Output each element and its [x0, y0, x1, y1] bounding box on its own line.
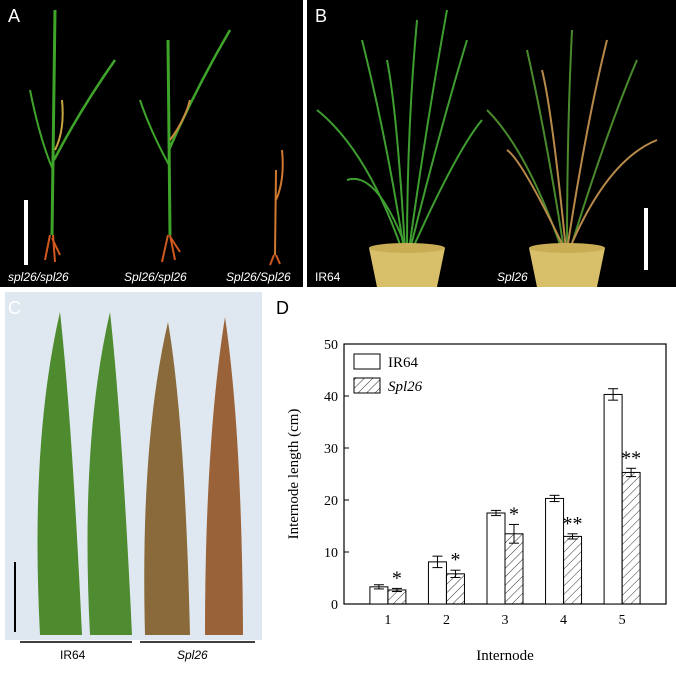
genotype-label-2: Spl26/spl26	[124, 270, 187, 284]
y-axis-title: Internode length (cm)	[286, 409, 302, 540]
bar-ir64	[545, 497, 565, 605]
ir64-label-b: IR64	[315, 270, 341, 284]
bar-spl26	[621, 471, 641, 605]
y-tick-label: 30	[324, 442, 338, 457]
genotype-label-3: Spl26/Spl26	[226, 270, 291, 284]
x-tick-label: 3	[502, 613, 509, 628]
legend-swatch	[353, 377, 381, 394]
panel-c-letter: C	[8, 298, 21, 318]
y-tick-label: 20	[324, 494, 338, 509]
potted-plants-illustration	[316, 9, 658, 287]
spl26-label-b: Spl26	[497, 270, 528, 284]
bar-spl26	[563, 535, 583, 605]
spl26-label-c: Spl26	[177, 648, 208, 662]
bar-spl26	[387, 589, 407, 605]
panel-d-chart: D 0 10 20 30 40 50 1 2 3 4 5 * * * ** ** IR64 Spl26 Intern…	[272, 292, 676, 670]
y-tick-label: 40	[324, 390, 338, 405]
ir64-label-c: IR64	[60, 648, 86, 662]
x-tick-label: 1	[384, 613, 391, 628]
x-axis-title: Internode	[476, 648, 534, 664]
x-tick-label: 4	[560, 613, 567, 628]
panel-c-photo: C IR64 Spl26	[0, 292, 270, 670]
y-tick-label: 0	[331, 598, 338, 613]
significance-marker: *	[392, 567, 402, 589]
panel-d-letter: D	[276, 298, 289, 318]
leaves-illustration	[5, 292, 262, 643]
genotype-label-1: spl26/spl26	[8, 270, 69, 284]
seedlings-illustration	[24, 9, 284, 266]
bar-ir64	[486, 512, 506, 605]
panel-b-photo: B IR64 Spl26	[307, 0, 676, 287]
legend-label: Spl26	[388, 379, 423, 395]
x-tick-label: 5	[619, 613, 626, 628]
significance-marker: *	[450, 549, 460, 571]
significance-marker: **	[563, 513, 583, 535]
significance-marker: *	[509, 503, 519, 525]
significance-marker: **	[621, 447, 641, 469]
bar-spl26	[445, 573, 465, 605]
bar-ir64	[603, 393, 623, 605]
y-tick-label: 10	[324, 546, 338, 561]
y-tick-label: 50	[324, 338, 338, 353]
panel-b-letter: B	[315, 6, 328, 26]
legend-label: IR64	[388, 355, 419, 371]
x-tick-label: 2	[443, 613, 450, 628]
panel-a-letter: A	[8, 6, 21, 26]
bar-ir64	[427, 561, 447, 605]
legend-swatch	[353, 353, 381, 370]
panel-a-photo: A spl26/spl26 Spl26/spl26 Spl26/Spl26	[0, 0, 303, 287]
bar-spl26	[504, 533, 524, 605]
